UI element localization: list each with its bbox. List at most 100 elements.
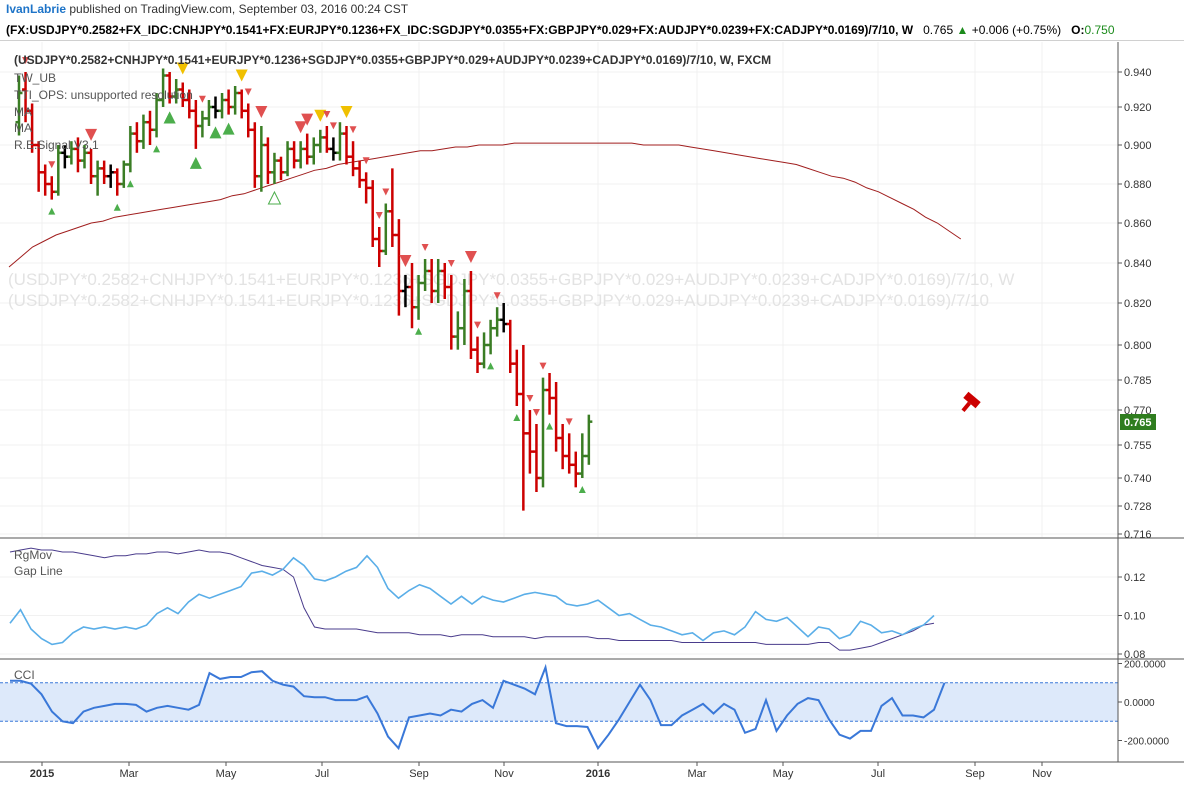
signal-down-icon	[340, 106, 353, 118]
x-tick-label: Mar	[120, 768, 139, 780]
signal-up-icon	[153, 145, 161, 153]
ohlc-bar	[113, 168, 121, 196]
signal-down-icon	[362, 157, 370, 165]
ohlc-bar	[454, 311, 462, 350]
ohlc-bar	[35, 141, 43, 192]
legend-ma-1[interactable]: MA	[14, 105, 32, 119]
publisher-bar: IvanLabrie published on TradingView.com,…	[0, 0, 1184, 19]
ohlc-bar	[297, 141, 305, 169]
ohlc-bar	[15, 75, 23, 136]
rgmov-label: RgMov	[14, 548, 52, 562]
signal-down-icon	[539, 362, 547, 370]
x-tick-label: May	[216, 768, 237, 780]
x-tick-label: Sep	[965, 768, 985, 780]
ohlc-bar	[316, 129, 324, 153]
legend-tti-ops[interactable]: TTI_OPS: unsupported resolution	[14, 88, 193, 102]
signal-down-icon	[447, 260, 455, 267]
signal-up-icon	[209, 126, 222, 139]
open-value: 0.750	[1084, 23, 1115, 37]
price-axis[interactable]: 0.940 0.920 0.900 0.880 0.860 0.840 0.820 0.800…	[1118, 67, 1169, 748]
ohlc-bar	[356, 160, 364, 188]
y-tick-label: 0.800	[1124, 340, 1152, 352]
x-tick-label: 2016	[586, 768, 610, 780]
ohlc-bar	[349, 141, 357, 177]
signal-up-icon	[113, 203, 121, 211]
ohlc-bar	[546, 373, 554, 415]
cci-band	[0, 682, 1118, 722]
ohlc-bar	[133, 122, 141, 153]
ohlc-bar	[513, 349, 521, 406]
signal-down-icon	[526, 395, 534, 402]
ohlc-bar	[559, 424, 567, 470]
signal-down-icon	[255, 106, 268, 118]
y-tick-label: 0.820	[1124, 298, 1152, 310]
ohlc-bar	[401, 275, 409, 308]
cci-pane[interactable]: CCI	[0, 663, 1118, 751]
ohlc-bar	[284, 141, 292, 177]
x-tick-label: May	[773, 768, 794, 780]
signal-up-icon	[487, 362, 495, 370]
ohlc-bar	[218, 93, 226, 119]
ohlc-bar	[94, 160, 102, 196]
legend-re-signal[interactable]: R.E.Signal V3.1	[14, 138, 99, 152]
rgmov-tick-label: 0.12	[1124, 572, 1145, 584]
ohlc-bar	[369, 180, 377, 247]
ohlc-bar	[61, 145, 69, 169]
chart-area[interactable]: (USDJPY*0.2582+CNHJPY*0.1541+EURJPY*0.12…	[0, 42, 1184, 787]
signal-up-icon	[48, 207, 56, 215]
signal-up-icon	[126, 180, 134, 188]
ohlc-bar	[205, 100, 213, 126]
ohlc-bar	[179, 82, 187, 107]
main-pane[interactable]: (USDJPY*0.2582+CNHJPY*0.1541+EURJPY*0.12…	[0, 42, 1118, 537]
ohlc-bars	[15, 68, 593, 511]
y-tick-label: 0.716	[1124, 529, 1152, 541]
cci-tick-label: -200.0000	[1124, 737, 1169, 748]
ohlc-bar	[48, 176, 56, 200]
ohlc-bar	[310, 137, 318, 165]
x-tick-label: Nov	[494, 768, 514, 780]
ohlc-bar	[480, 332, 488, 369]
legend-tw-ub[interactable]: TW_UB	[14, 71, 56, 85]
ohlc-bar	[107, 164, 115, 188]
ohlc-bar	[323, 126, 331, 153]
y-tick-label: 0.785	[1124, 375, 1152, 387]
last-price-badge: 0.765	[1120, 414, 1156, 430]
signal-down-icon	[493, 292, 501, 300]
open-label: O:	[1071, 23, 1085, 37]
ohlc-bar	[231, 86, 239, 115]
time-axis[interactable]: 2015 Mar May Jul Sep Nov 2016 Mar May Jul Sep Nov	[30, 762, 1053, 780]
signal-down-icon	[565, 418, 573, 426]
ohlc-bar	[192, 100, 200, 149]
signal-down-icon	[323, 111, 331, 118]
y-tick-label: 0.728	[1124, 501, 1152, 513]
rgmov-pane[interactable]: RgMov Gap Line	[0, 547, 1118, 655]
ohlc-bar	[41, 164, 49, 196]
ohlc-bar	[526, 410, 534, 474]
signal-up-icon	[163, 111, 176, 124]
y-tick-label: 0.860	[1124, 218, 1152, 230]
author-link[interactable]: IvanLabrie	[6, 2, 67, 16]
rgmov-tick-label: 0.08	[1124, 649, 1145, 661]
watermark: (USDJPY*0.2582+CNHJPY*0.1541+EURJPY*0.12…	[8, 270, 1014, 310]
x-tick-label: Jul	[315, 768, 329, 780]
ohlc-bar	[428, 259, 436, 303]
ohlc-bar	[336, 122, 344, 161]
signal-down-icon	[85, 128, 98, 141]
watermark-line-1: (USDJPY*0.2582+CNHJPY*0.1541+EURJPY*0.12…	[8, 270, 1014, 289]
legend-ma-2[interactable]: MA	[14, 121, 32, 135]
rgmov-series	[9, 554, 935, 646]
ohlc-bar	[81, 145, 88, 169]
signal-up-icon	[546, 422, 554, 430]
last-price: 0.765	[923, 23, 954, 37]
signal-down-icon	[244, 88, 252, 96]
signal-down-icon	[301, 113, 314, 126]
signal-down-icon	[48, 161, 56, 169]
cci-tick-label: 200.0000	[1124, 660, 1166, 671]
x-tick-label: Nov	[1032, 768, 1052, 780]
main-title: (USDJPY*0.2582+CNHJPY*0.1541+EURJPY*0.12…	[14, 53, 771, 67]
signal-up-icon	[222, 122, 235, 135]
ohlc-bar	[146, 110, 154, 145]
publisher-text: published on TradingView.com, September …	[69, 2, 409, 16]
y-tick-label: 0.755	[1124, 440, 1152, 452]
x-tick-label: Sep	[409, 768, 429, 780]
